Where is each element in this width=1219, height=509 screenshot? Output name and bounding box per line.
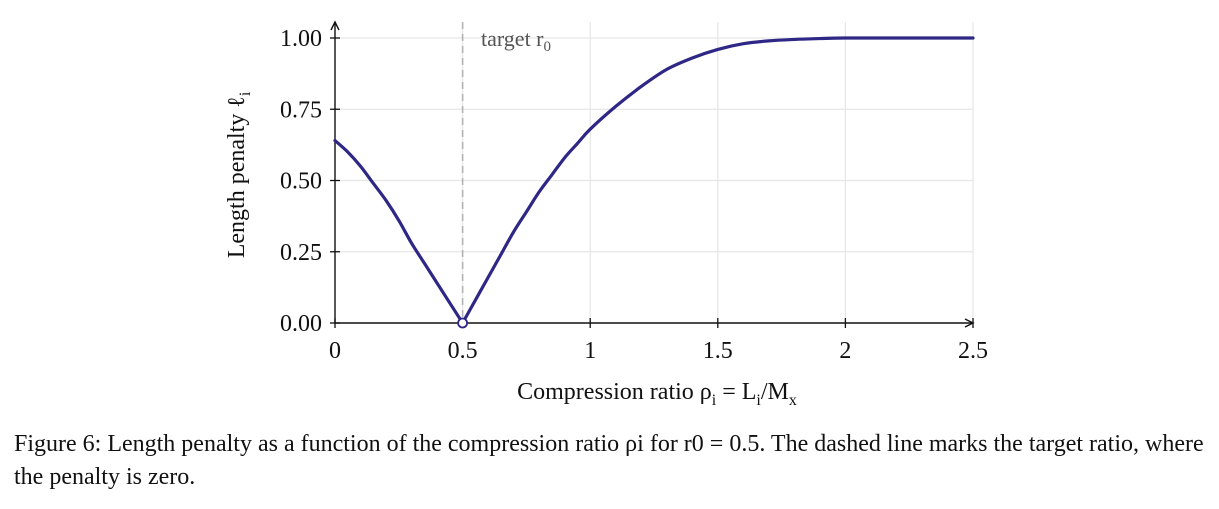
target-label-sub: 0 (544, 39, 552, 55)
grid-layer (335, 22, 974, 323)
axes-layer (330, 20, 975, 328)
x-axis-title: Compression ratio ρi = Li/Mx (517, 379, 797, 409)
figure-caption: Figure 6: Length penalty as a function o… (14, 431, 1204, 490)
x-tick-label: 2 (839, 338, 851, 364)
target-point-marker (457, 317, 469, 329)
x-tick-label: 2.5 (958, 338, 988, 364)
penalty-curve (333, 36, 975, 325)
target-label-text: target r (481, 26, 544, 51)
x-tick-label: 1 (584, 338, 596, 364)
x-tick-label: 1.5 (703, 338, 733, 364)
x-tick-label: 0 (329, 338, 341, 364)
y-tick-labels: 0.00 0.25 0.50 0.75 1.00 (280, 26, 322, 337)
y-tick-label: 0.00 (280, 311, 322, 337)
y-tick-label: 0.50 (280, 169, 322, 195)
x-tick-label: 0.5 (448, 338, 478, 364)
target-label: target r0 (481, 26, 551, 55)
y-axis-arrow (330, 20, 340, 31)
y-tick-label: 1.00 (280, 26, 322, 52)
y-tick-label: 0.25 (280, 240, 322, 266)
x-tick-labels: 0 0.5 1 1.5 2 2.5 (329, 338, 988, 364)
length-penalty-chart: target r0 0 0.5 1 1.5 2 2.5 0.000.250.500.751… (224, 20, 988, 409)
y-axis-title: Length penalty ℓi (224, 91, 254, 258)
y-tick-label: 0.75 (280, 97, 322, 123)
